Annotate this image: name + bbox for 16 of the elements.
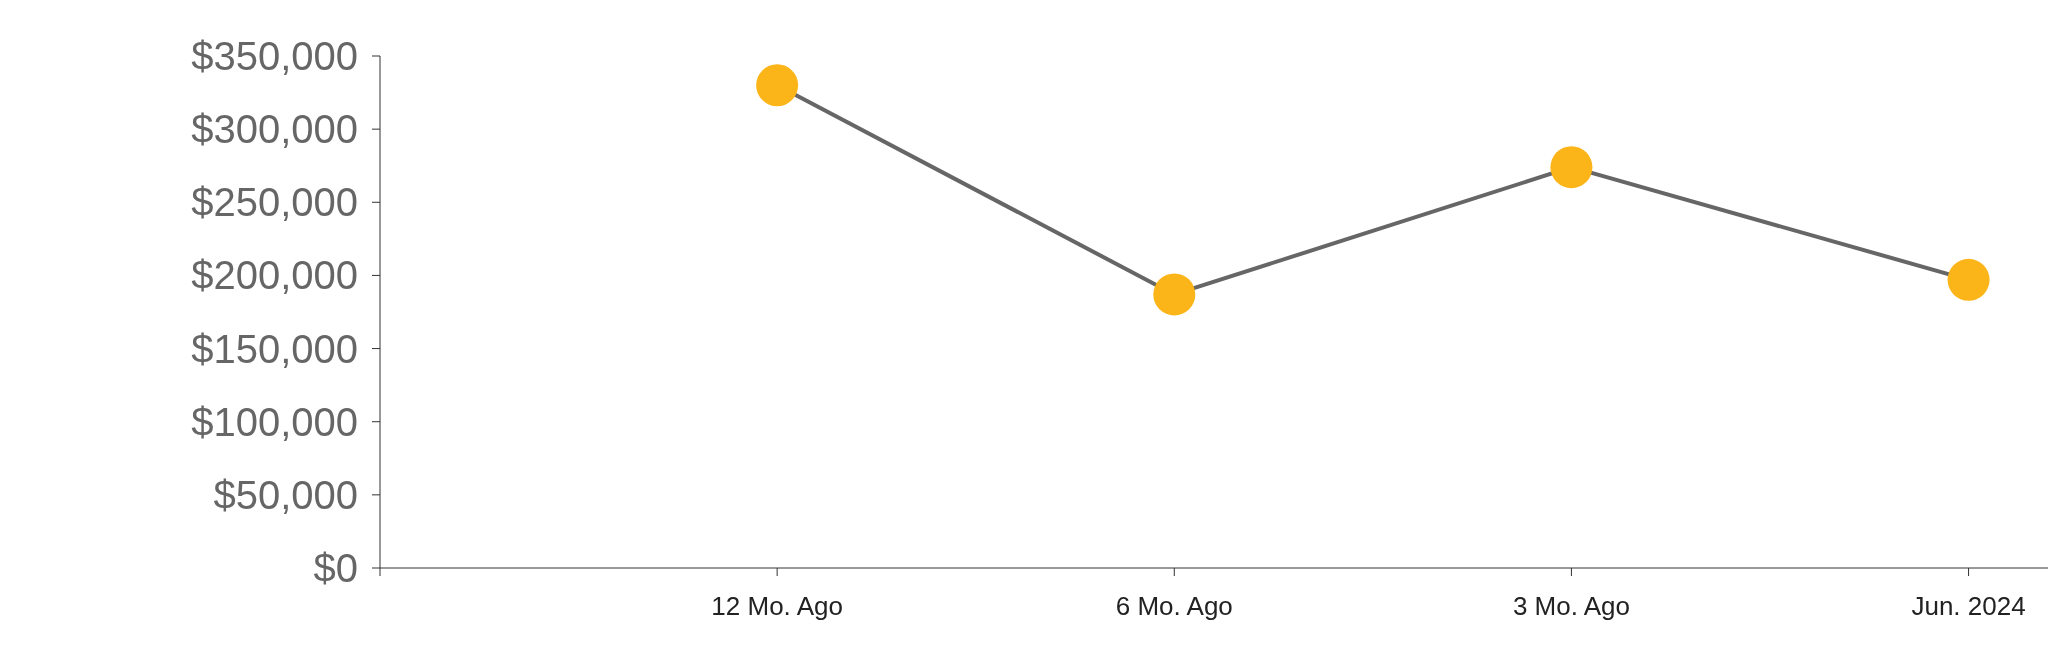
y-tick-label: $200,000 bbox=[191, 253, 358, 298]
x-tick-label: Jun. 2024 bbox=[1911, 591, 2026, 621]
y-tick-label: $350,000 bbox=[191, 34, 358, 78]
y-tick-label: $0 bbox=[313, 546, 358, 590]
x-tick-label: 12 Mo. Ago bbox=[711, 591, 843, 621]
point bbox=[1947, 258, 1990, 301]
point bbox=[1153, 273, 1196, 316]
y-tick-label: $100,000 bbox=[191, 399, 358, 444]
x-tick-label: 6 Mo. Ago bbox=[1115, 591, 1233, 621]
x-tick-label: 3 Mo. Ago bbox=[1512, 591, 1630, 621]
point bbox=[1550, 146, 1593, 189]
y-tick-label: $300,000 bbox=[191, 107, 358, 152]
y-tick-label: $250,000 bbox=[191, 180, 358, 225]
y-tick-label: $150,000 bbox=[191, 326, 358, 371]
y-tick-label: $50,000 bbox=[213, 472, 358, 517]
point bbox=[756, 64, 799, 107]
